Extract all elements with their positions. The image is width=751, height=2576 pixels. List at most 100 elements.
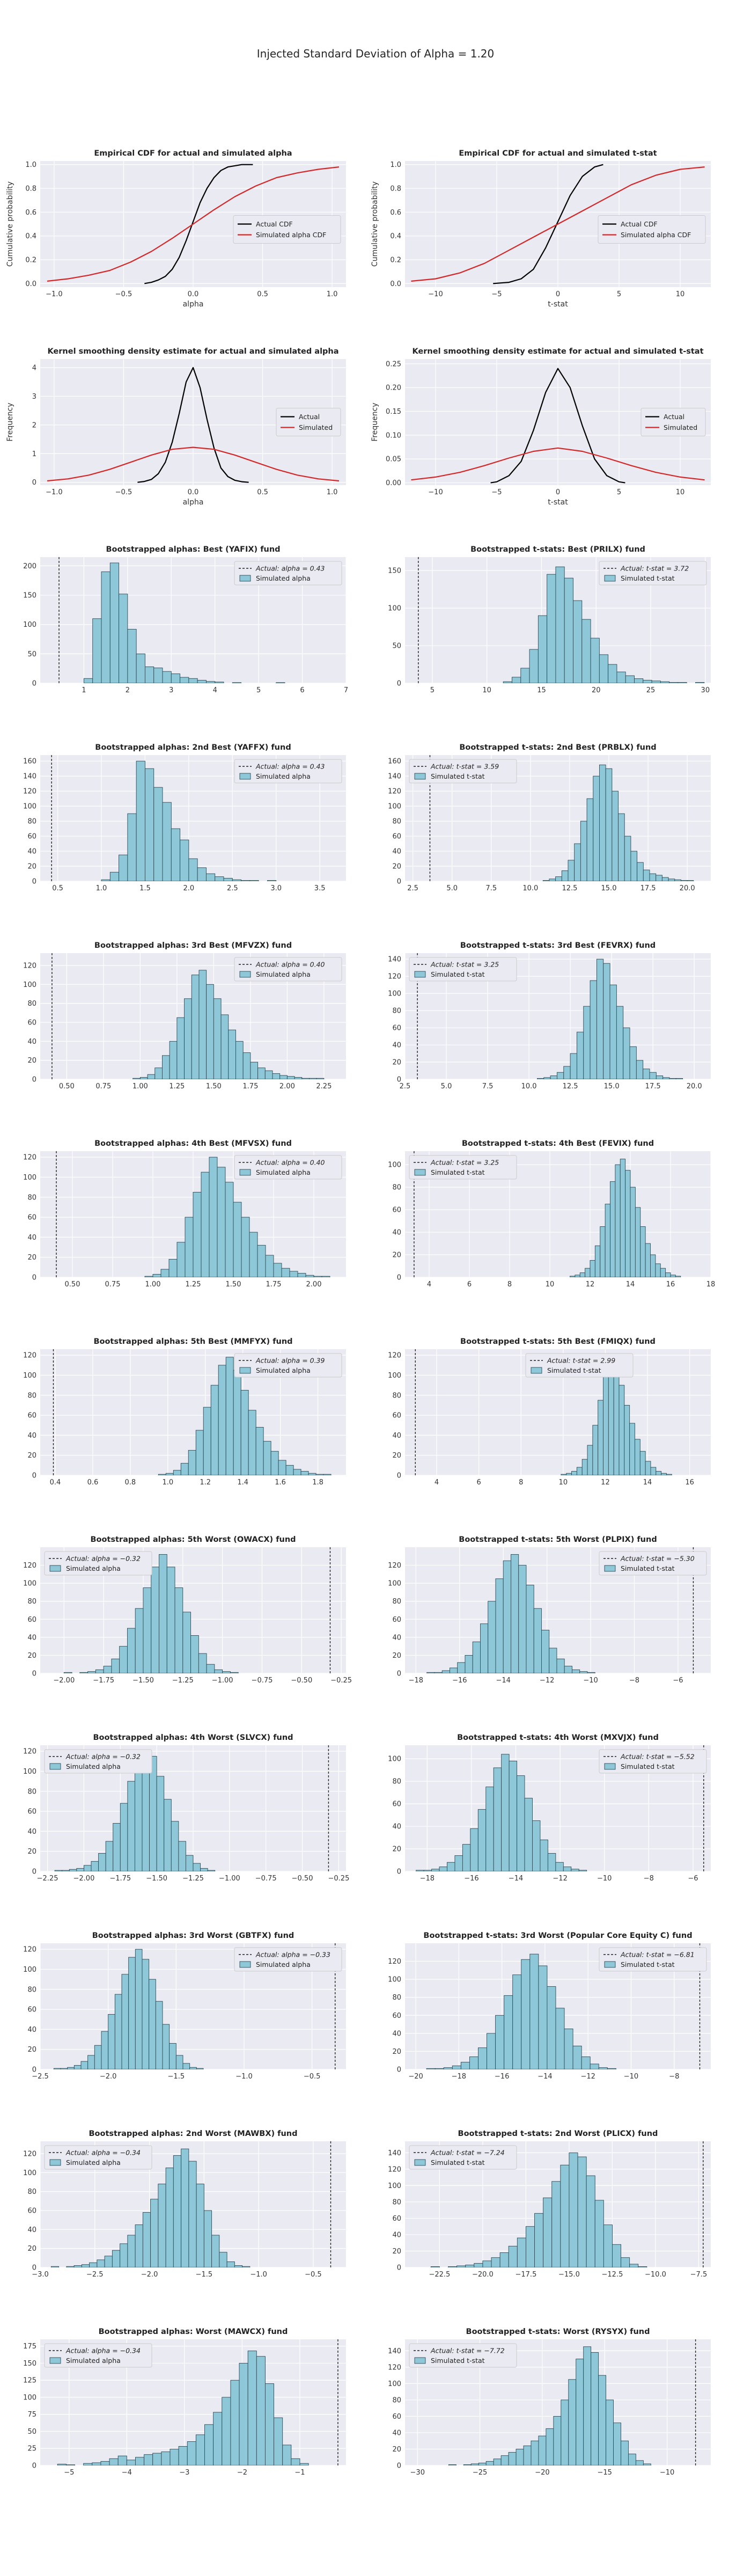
y-tick-label: 0 [32,1868,36,1876]
hist-bar [239,2363,248,2465]
y-tick-label: 1 [32,450,36,458]
hist-bar [579,1272,586,1277]
hist-bar [136,653,145,683]
hist-bar [144,666,154,683]
y-tick-label: 125 [23,2377,36,2385]
hist-bar [665,1272,671,1277]
hist-bar [576,1467,583,1475]
hist-bar [135,1608,144,1673]
hist-bar [596,958,604,1079]
subplot-title: Bootstrapped t-stats: 5th Best (FMIQX) f… [460,1337,656,1346]
x-tick-label: −10 [583,1677,598,1685]
hist-bar [516,2449,524,2465]
legend-box [525,1353,634,1378]
y-tick-label: 40 [392,1042,401,1050]
y-tick-label: 25 [27,2445,36,2453]
plot-marks [51,953,325,1079]
y-tick-label: 40 [27,848,36,856]
x-tick-label: −1.75 [109,1875,131,1883]
y-tick-label: 0 [397,1076,401,1084]
hist-bar [105,1841,114,1871]
x-tick-label: −10 [660,2469,674,2477]
hist-bar [83,2463,93,2465]
hist-bar [643,2463,651,2465]
hist-bar [675,1078,683,1079]
y-tick-label: 1.0 [25,161,36,169]
hist-bar [491,2257,500,2267]
hist-bar [623,1027,630,1079]
x-tick-label: −14 [496,1677,510,1685]
plot-marks [415,1349,672,1475]
x-tick-label: −18 [420,1875,435,1883]
hist-bar [493,1767,502,1871]
y-tick-label: 150 [388,567,401,575]
hist-bar [100,2461,110,2465]
hist-bar [575,1275,580,1277]
hist-bar [564,577,573,683]
hist-bar [103,1666,112,1673]
legend-swatch-simulated [414,1169,426,1176]
legend-label-actual: Actual: alpha = −0.34 [65,2347,141,2355]
hist-bar [643,869,650,881]
y-tick-label: 100 [388,2380,401,2388]
hist-bar [92,618,102,683]
subplot-title: Bootstrapped t-stats: Worst (RYSYX) fund [466,2328,650,2336]
hist-bar [509,1760,518,1871]
x-tick-label: 0.5 [257,488,268,496]
legend-swatch-simulated [49,1565,61,1572]
hist-bar [572,2045,582,2069]
plot-marks [411,368,705,484]
hist-bar [230,2380,240,2465]
y-tick-label: 0.0 [25,280,36,288]
subplot-title: Bootstrapped t-stats: 2nd Best (PRBLX) f… [459,743,656,752]
hist-bar [195,1430,204,1475]
y-tick-label: 80 [392,1007,401,1015]
hist-bar [175,2055,183,2069]
hist-bar [279,1075,288,1079]
x-tick-label: 7.5 [485,884,497,892]
hist-bar [594,1245,601,1277]
hist-bar [570,1053,577,1079]
hist-bar [529,1953,539,2069]
hist-bar [323,1474,332,1475]
hist-bar [599,764,606,881]
y-tick-label: 0 [397,680,401,688]
y-tick-label: 0 [397,2462,401,2470]
x-tick-label: 1.8 [312,1479,323,1487]
hist-bar [549,1648,557,1673]
x-tick-label: 8 [519,1479,523,1487]
hist-bar [472,1641,481,1673]
y-tick-label: 20 [392,2048,401,2056]
legend: Actual Simulated [640,408,706,436]
y-tick-label: 60 [392,2012,401,2020]
hist-bar [592,1425,599,1475]
x-tick-label: −1.00 [212,1677,233,1685]
y-tick-label: 0 [397,2264,401,2272]
plot-marks [429,755,694,881]
legend-label-actual: Actual: alpha = 0.39 [255,1357,325,1365]
subplot-2: −10 −5 0 5 10 0.0 0.2 0.4 0.6 0.8 1.0 Empirical CDF… [371,149,711,309]
hist-bar [416,1870,424,1871]
x-tick-label: −15 [598,2469,612,2477]
hist-bar [638,2266,647,2267]
hist-bar [207,1870,216,1871]
legend-label: Simulated alpha CDF [621,231,691,239]
legend-swatch-simulated [414,971,426,978]
y-tick-label: 40 [392,1823,401,1831]
hist-bar [457,1662,466,1673]
hist-bar [220,1014,229,1079]
subplot-12: 4 6 8 10 12 14 16 18 0 20 40 60 80 100 Bootstrapped t-… [388,1139,715,1289]
y-tick-label: 60 [27,2006,36,2014]
y-tick-label: 20 [27,2245,36,2253]
subplot-15: −2.00 −1.75 −1.50 −1.25 −1.00 −0.75 −0.50 −0.25… [23,1535,352,1685]
legend-label-simulated: Simulated t-stat [431,2357,485,2365]
hist-bar [113,1823,121,1871]
hist-bar [62,1870,70,1871]
hist-bar [431,1869,440,1871]
hist-bar [201,1172,210,1277]
hist-bar [674,879,681,881]
hist-bar [178,1841,186,1871]
plot-marks [50,2141,332,2267]
hist-bar [119,854,128,881]
